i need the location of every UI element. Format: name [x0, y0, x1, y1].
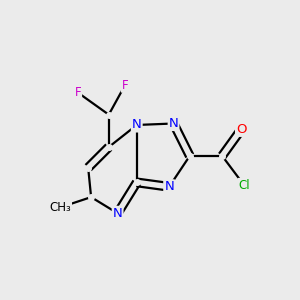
- Text: N: N: [164, 180, 174, 193]
- Text: F: F: [122, 79, 128, 92]
- Text: Cl: Cl: [238, 179, 250, 192]
- Text: N: N: [169, 117, 178, 130]
- Text: F: F: [74, 86, 81, 99]
- Text: N: N: [132, 118, 142, 131]
- Text: N: N: [113, 207, 122, 220]
- Text: O: O: [236, 123, 247, 136]
- Text: CH₃: CH₃: [49, 201, 71, 214]
